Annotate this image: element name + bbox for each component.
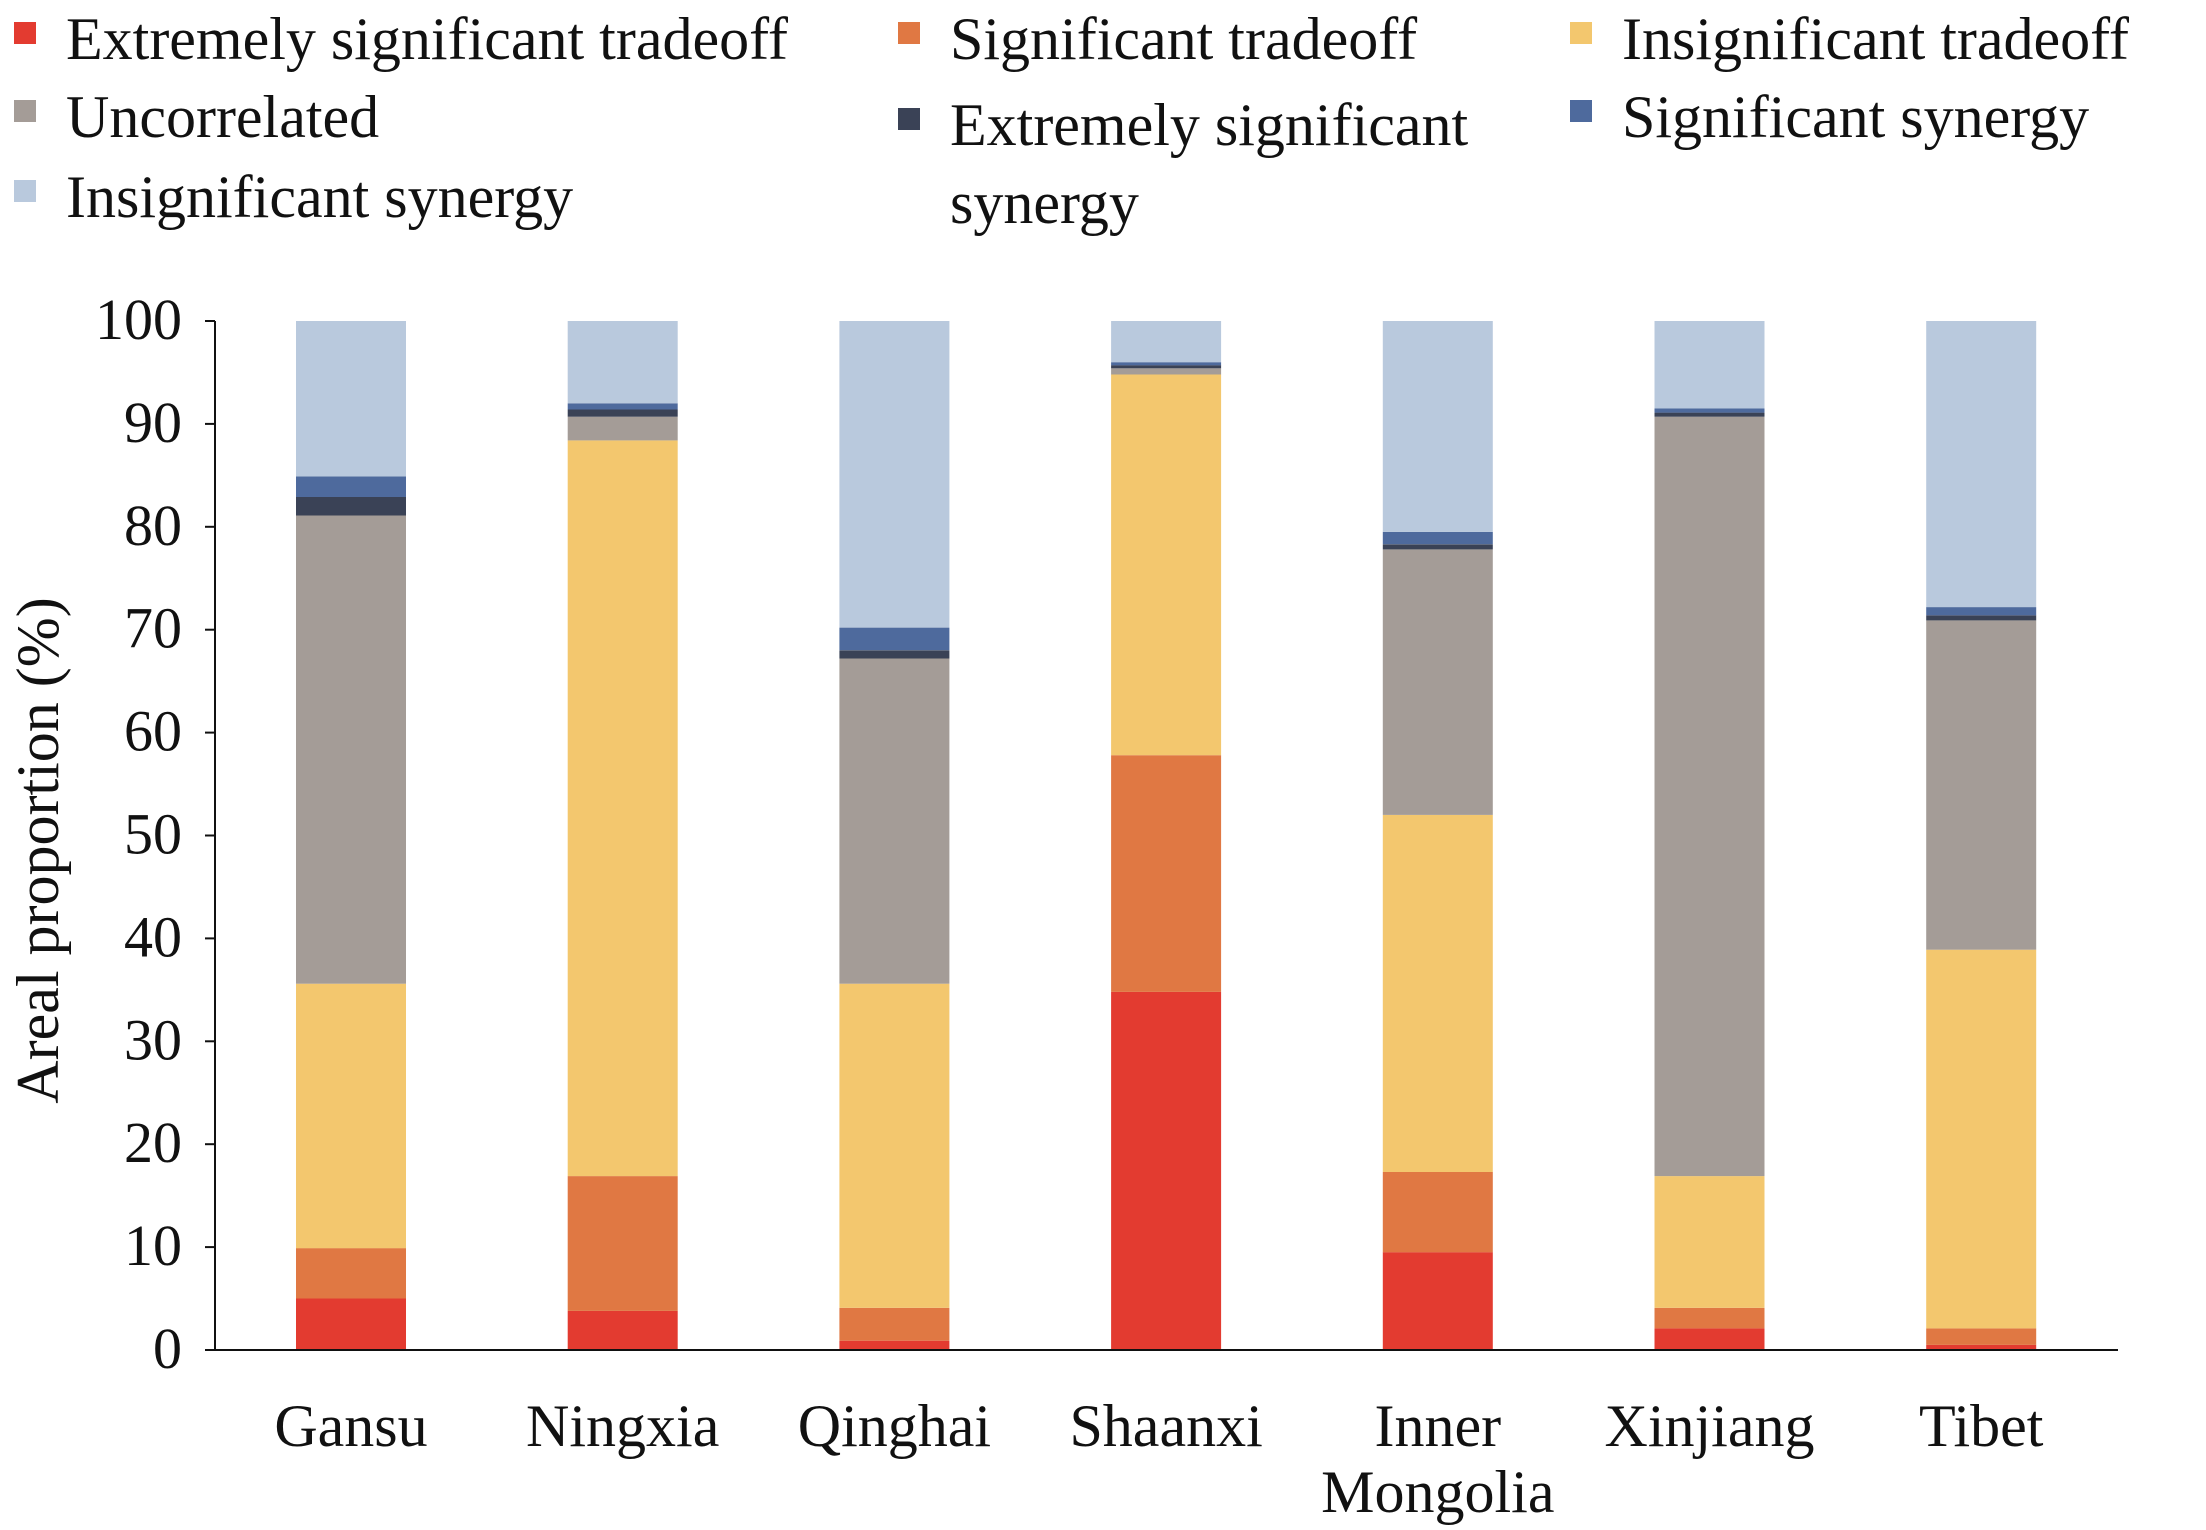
legend-label: Significant synergy [1622,84,2090,150]
bar-segment-inner-mongolia-significant-tradeoff [1382,1172,1493,1253]
legend-swatch [14,22,36,44]
legend-label: Significant tradeoff [950,6,1418,72]
bar-stack-inner-mongolia [1382,321,1493,1350]
bar-segment-xinjiang-extremely-significant-tradeoff [1654,1328,1765,1350]
bar-segment-xinjiang-insignificant-synergy [1654,321,1765,409]
x-tick-label-gansu: Gansu [274,1393,427,1459]
bar-segment-xinjiang-significant-synergy [1654,408,1765,413]
bar-stack-ningxia [567,321,678,1350]
legend-label: Insignificant synergy [66,164,574,230]
bar-segment-tibet-extremely-significant-synergy [1926,615,2037,621]
legend-swatch [1570,22,1592,44]
legend-label: Extremely significant tradeoff [66,6,788,72]
bar-segment-tibet-insignificant-tradeoff [1926,949,2037,1329]
legend-swatch [14,180,36,202]
bar-segment-qinghai-extremely-significant-synergy [839,650,950,659]
legend-swatch [898,22,920,44]
legend-item-insignificant-tradeoff: Insignificant tradeoff [1570,0,2129,78]
bar-segment-ningxia-uncorrelated [567,416,678,441]
bar-segment-ningxia-extremely-significant-tradeoff [567,1310,678,1350]
bar-segment-ningxia-significant-tradeoff [567,1176,678,1311]
bar-segment-gansu-insignificant-synergy [296,321,406,477]
bar-segment-shaanxi-extremely-significant-synergy [1111,365,1222,369]
bar-segment-gansu-extremely-significant-tradeoff [296,1298,406,1350]
legend-item-significant-synergy: Significant synergy [1570,78,2089,156]
bar-segment-xinjiang-significant-tradeoff [1654,1307,1765,1329]
bar-segment-shaanxi-uncorrelated [1111,368,1222,375]
bar-segment-qinghai-significant-tradeoff [839,1307,950,1341]
bar-segment-qinghai-uncorrelated [839,658,950,984]
y-tick-label: 40 [124,904,182,969]
legend-item-significant-tradeoff: Significant tradeoff [898,0,1417,78]
legend-swatch [898,108,920,130]
bar-segment-shaanxi-significant-tradeoff [1111,755,1222,992]
bar-segment-gansu-significant-tradeoff [296,1248,406,1299]
bar-segment-gansu-uncorrelated [296,515,406,984]
bar-segment-ningxia-insignificant-synergy [567,321,678,404]
bar-segment-xinjiang-uncorrelated [1654,416,1765,1177]
bar-segment-tibet-uncorrelated [1926,620,2037,950]
x-tick-label-shaanxi: Shaanxi [1069,1393,1262,1459]
bar-segment-tibet-extremely-significant-tradeoff [1926,1344,2037,1350]
bar-segment-shaanxi-insignificant-tradeoff [1111,374,1222,756]
bar-segment-inner-mongolia-insignificant-tradeoff [1382,814,1493,1172]
bar-segment-inner-mongolia-uncorrelated [1382,549,1493,815]
bar-segment-tibet-significant-synergy [1926,607,2037,616]
bar-segment-qinghai-insignificant-synergy [839,321,950,628]
legend-swatch [1570,100,1592,122]
bar-stack-qinghai [839,321,950,1350]
x-tick-label-inner-mongolia: Inner Mongolia [1321,1393,1554,1525]
x-tick-label-ningxia: Ningxia [526,1393,719,1459]
y-tick-label: 100 [95,287,182,352]
legend-item-insignificant-synergy: Insignificant synergy [14,158,573,236]
y-tick-label: 30 [124,1007,182,1072]
x-tick-label-tibet: Tibet [1919,1393,2044,1459]
bar-segment-ningxia-significant-synergy [567,403,678,410]
bar-segment-ningxia-insignificant-tradeoff [567,440,678,1177]
y-tick-label: 50 [124,802,182,867]
bar-stack-gansu [296,321,406,1350]
bar-segment-shaanxi-extremely-significant-tradeoff [1111,991,1222,1350]
bar-stack-xinjiang [1654,321,1765,1350]
bar-segment-qinghai-insignificant-tradeoff [839,983,950,1308]
bar-segment-tibet-significant-tradeoff [1926,1328,2037,1345]
bar-segment-shaanxi-insignificant-synergy [1111,321,1222,363]
bar-segment-qinghai-significant-synergy [839,627,950,651]
bar-stack-shaanxi [1111,321,1222,1350]
bar-segment-xinjiang-extremely-significant-synergy [1654,412,1765,417]
y-tick-label: 90 [124,390,182,455]
bar-segment-inner-mongolia-significant-synergy [1382,531,1493,545]
bar-segment-qinghai-extremely-significant-tradeoff [839,1340,950,1350]
bar-segment-gansu-insignificant-tradeoff [296,983,406,1249]
legend-label: Uncorrelated [66,84,380,150]
chart-legend: Extremely significant tradeoff Significan… [0,0,2206,250]
legend-label: Extremely significant synergy [950,92,1469,236]
bar-segment-inner-mongolia-extremely-significant-tradeoff [1382,1252,1493,1350]
y-axis-label: Areal proportion (%) [5,597,71,1103]
y-tick-label: 20 [124,1110,182,1175]
bar-segment-xinjiang-insignificant-tradeoff [1654,1176,1765,1308]
bar-segment-tibet-insignificant-synergy [1926,321,2037,608]
bar-segment-shaanxi-significant-synergy [1111,362,1222,366]
legend-item-uncorrelated: Uncorrelated [14,78,379,156]
x-tick-label-qinghai: Qinghai [798,1393,991,1459]
y-tick-label: 10 [124,1213,182,1278]
x-tick-label-xinjiang: Xinjiang [1605,1393,1815,1459]
legend-label: Insignificant tradeoff [1622,6,2130,72]
bar-segment-ningxia-extremely-significant-synergy [567,409,678,417]
bar-segment-gansu-extremely-significant-synergy [296,497,406,516]
legend-item-extremely-significant-synergy: Extremely significant synergy [898,86,1468,242]
y-tick-label: 80 [124,493,182,558]
y-tick-label: 70 [124,596,182,661]
bar-segment-gansu-significant-synergy [296,476,406,497]
legend-item-extremely-significant-tradeoff: Extremely significant tradeoff [14,0,788,78]
y-tick-label: 0 [153,1316,182,1381]
bar-segment-inner-mongolia-extremely-significant-synergy [1382,544,1493,550]
bar-segment-inner-mongolia-insignificant-synergy [1382,321,1493,532]
legend-swatch [14,100,36,122]
bar-stack-tibet [1926,321,2037,1350]
y-tick-label: 60 [124,699,182,764]
